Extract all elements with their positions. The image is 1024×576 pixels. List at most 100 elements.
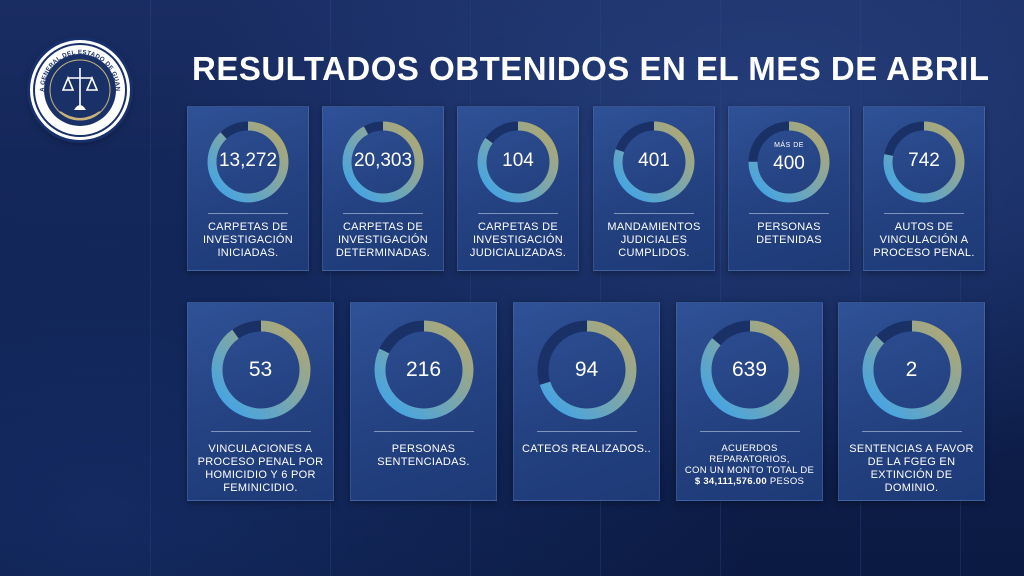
- result-label-line: JUDICIALIZADAS.: [469, 247, 567, 259]
- logo-seal-icon: FISCALÍA GENERAL DEL ESTADO DE GUANAJUAT…: [30, 40, 127, 137]
- result-label-line: CON UN MONTO TOTAL DE: [684, 465, 815, 476]
- result-label-line: INVESTIGACIÓN: [337, 234, 429, 246]
- result-label: CATEOS REALIZADOS..: [520, 443, 653, 456]
- result-label-line: INICIADAS.: [217, 247, 279, 259]
- donut-ring: [700, 320, 799, 420]
- donut-ring: [748, 121, 830, 203]
- result-value: 639: [731, 358, 768, 381]
- result-label-line: PERSONAS: [757, 221, 821, 233]
- result-amount-suffix: PESOS: [766, 476, 805, 487]
- result-label: VINCULACIONES A PROCESO PENAL POR HOMICIDI…: [194, 443, 327, 495]
- card-divider: [478, 213, 558, 214]
- result-value: 2: [905, 358, 918, 381]
- result-value: 20,303: [353, 150, 413, 171]
- donut-ring: [207, 121, 289, 203]
- result-label-line: PROCESO PENAL.: [873, 247, 975, 259]
- donut-ring: [537, 320, 636, 420]
- fgeg-logo: FISCALÍA GENERAL DEL ESTADO DE GUANAJUAT…: [30, 40, 130, 140]
- result-card: 216 PERSONAS SENTENCIADAS.: [350, 302, 497, 501]
- result-label-line: CARPETAS DE: [342, 221, 424, 233]
- donut-ring: [862, 320, 961, 420]
- result-card: 20,303 CARPETAS DE INVESTIGACIÓN DETERMINAD…: [322, 106, 444, 271]
- ring-progress-arc: [374, 320, 473, 420]
- result-value: 216: [405, 358, 442, 381]
- card-divider: [884, 213, 964, 214]
- ring-progress-arc: [748, 121, 830, 203]
- card-divider: [749, 213, 829, 214]
- result-label-line: VINCULACIONES A: [208, 443, 313, 455]
- ring-progress-arc: [342, 121, 424, 203]
- result-card: 639 ACUERDOS REPARATORIOS, CON UN MONTO TO…: [676, 302, 823, 501]
- result-amount-line: $ 34,111,576.00 PESOS: [683, 476, 816, 487]
- result-label-line: DOMINIO.: [884, 482, 939, 494]
- result-label-line: MANDAMIENTOS: [607, 221, 701, 233]
- ring-progress-arc: [700, 320, 799, 420]
- result-value: 742: [908, 150, 940, 171]
- ring-progress-arc: [537, 320, 636, 420]
- result-card: 53 VINCULACIONES A PROCESO PENAL POR HOMICI…: [187, 302, 334, 501]
- result-card: 400 MÁS DE PERSONAS DETENIDAS: [728, 106, 850, 271]
- card-divider: [210, 431, 311, 432]
- card-divider: [614, 213, 694, 214]
- donut-ring: [477, 121, 559, 203]
- result-label: SENTENCIAS A FAVOR DE LA FGEG EN EXTINCIÓN…: [845, 443, 978, 495]
- result-label-line: SENTENCIAS A FAVOR: [849, 443, 974, 455]
- donut-ring: [374, 320, 473, 420]
- result-label-line: HOMICIDIO Y 6 POR: [205, 469, 316, 481]
- ring-progress-arc: [211, 320, 310, 420]
- donut-ring: [883, 121, 965, 203]
- donut-ring: [211, 320, 310, 420]
- result-value: 400: [773, 153, 805, 174]
- donut-ring: [342, 121, 424, 203]
- result-label-line: FEMINICIDIO.: [223, 482, 298, 494]
- result-label: AUTOS DE VINCULACIÓN A PROCESO PENAL.: [870, 221, 978, 260]
- ring-progress-arc: [613, 121, 695, 203]
- result-value: 53: [248, 358, 273, 381]
- ring-progress-arc: [883, 121, 965, 203]
- result-card: 94 CATEOS REALIZADOS..: [513, 302, 660, 501]
- ring-progress-arc: [862, 320, 961, 420]
- result-label-line: SENTENCIADAS.: [377, 456, 470, 468]
- result-value-prefix: MÁS DE: [774, 142, 804, 149]
- result-label: MANDAMIENTOS JUDICIALES CUMPLIDOS.: [600, 221, 708, 260]
- result-label-line: CARPETAS DE: [477, 221, 559, 233]
- result-label: CARPETAS DE INVESTIGACIÓN INICIADAS.: [194, 221, 302, 260]
- card-divider: [861, 431, 962, 432]
- result-card: 104 CARPETAS DE INVESTIGACIÓN JUDICIALIZADA…: [457, 106, 579, 271]
- page-title: RESULTADOS OBTENIDOS EN EL MES DE ABRIL: [192, 50, 990, 87]
- result-value: 401: [638, 150, 670, 171]
- donut-ring: [613, 121, 695, 203]
- card-divider: [208, 213, 288, 214]
- result-label-line: CUMPLIDOS.: [618, 247, 690, 259]
- result-label-line: INVESTIGACIÓN: [202, 234, 294, 246]
- result-card: 401 MANDAMIENTOS JUDICIALES CUMPLIDOS.: [593, 106, 715, 271]
- result-value: 13,272: [218, 150, 278, 171]
- result-card: 2 SENTENCIAS A FAVOR DE LA FGEG EN EXTINCIÓ…: [838, 302, 985, 501]
- result-label: ACUERDOS REPARATORIOS, CON UN MONTO TOTAL…: [683, 443, 816, 487]
- result-label-line: PERSONAS: [391, 443, 456, 455]
- card-divider: [536, 431, 637, 432]
- result-label: CARPETAS DE INVESTIGACIÓN DETERMINADAS.: [329, 221, 437, 260]
- result-label-line: CATEOS REALIZADOS..: [522, 443, 651, 455]
- result-label-line: VINCULACIÓN A: [879, 234, 969, 246]
- result-value: 94: [574, 358, 599, 381]
- result-label-line: CARPETAS DE: [207, 221, 289, 233]
- result-label: PERSONAS SENTENCIADAS.: [357, 443, 490, 469]
- result-label: PERSONAS DETENIDAS: [735, 221, 843, 247]
- result-label-line: AUTOS DE: [894, 221, 954, 233]
- result-card: 742 AUTOS DE VINCULACIÓN A PROCESO PENAL.: [863, 106, 985, 271]
- result-card: 13,272 CARPETAS DE INVESTIGACIÓN INICIADAS.: [187, 106, 309, 271]
- result-label-line: INVESTIGACIÓN: [472, 234, 564, 246]
- ring-progress-arc: [207, 121, 289, 203]
- result-label-line: PROCESO PENAL POR: [197, 456, 324, 468]
- result-label: CARPETAS DE INVESTIGACIÓN JUDICIALIZADAS.: [464, 221, 572, 260]
- card-divider: [699, 431, 800, 432]
- result-value: 104: [502, 150, 534, 171]
- result-label-line: DE LA FGEG EN: [867, 456, 956, 468]
- card-divider: [343, 213, 423, 214]
- ring-progress-arc: [477, 121, 559, 203]
- result-label-line: DETERMINADAS.: [335, 247, 431, 259]
- card-divider: [373, 431, 474, 432]
- result-amount: $ 34,111,576.00: [694, 476, 767, 487]
